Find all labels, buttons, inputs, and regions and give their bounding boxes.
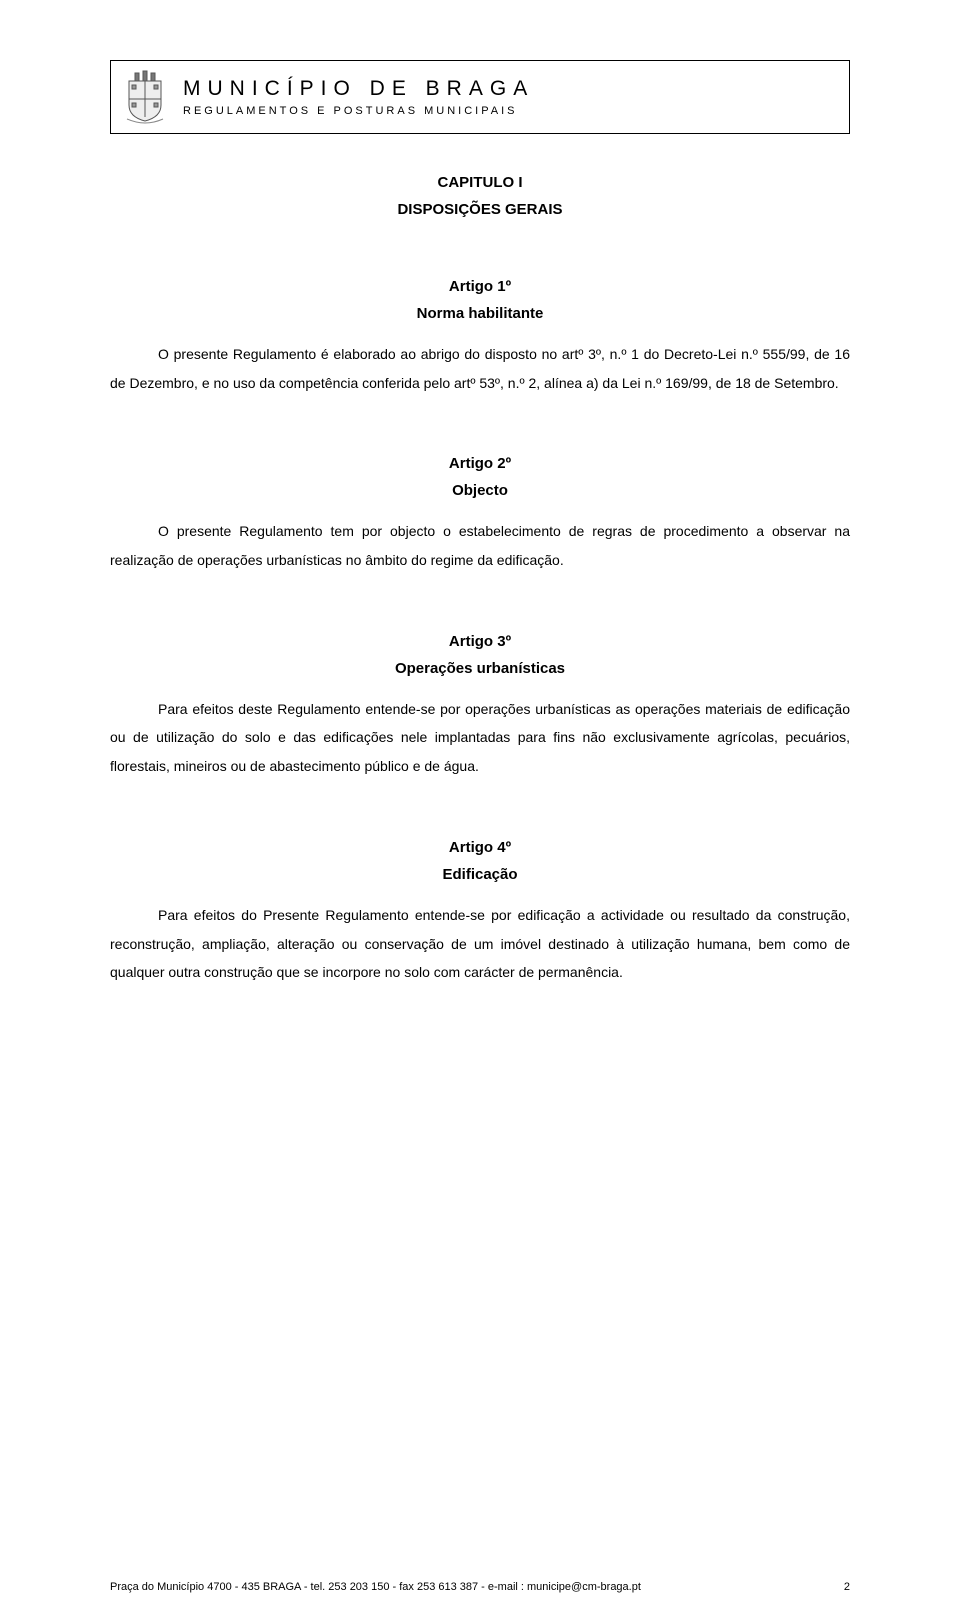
page-number: 2 xyxy=(844,1581,850,1593)
page-footer: Praça do Município 4700 - 435 BRAGA - te… xyxy=(110,1581,850,1593)
article-4-title: Edificação xyxy=(110,866,850,883)
header-subtitle: REGULAMENTOS E POSTURAS MUNICIPAIS xyxy=(183,105,839,117)
header-text-block: MUNICÍPIO DE BRAGA REGULAMENTOS E POSTUR… xyxy=(183,77,839,117)
article-4-body: Para efeitos do Presente Regulamento ent… xyxy=(110,901,850,987)
article-1-num: Artigo 1º xyxy=(110,278,850,295)
chapter-title: DISPOSIÇÕES GERAIS xyxy=(110,201,850,218)
footer-contact: Praça do Município 4700 - 435 BRAGA - te… xyxy=(110,1581,641,1593)
article-3-body: Para efeitos deste Regulamento entende-s… xyxy=(110,695,850,781)
article-2-title: Objecto xyxy=(110,482,850,499)
header-title: MUNICÍPIO DE BRAGA xyxy=(183,77,839,101)
article-2-body: O presente Regulamento tem por objecto o… xyxy=(110,517,850,574)
header-box: MUNICÍPIO DE BRAGA REGULAMENTOS E POSTUR… xyxy=(110,60,850,134)
chapter-label: CAPITULO I xyxy=(110,174,850,191)
page: MUNICÍPIO DE BRAGA REGULAMENTOS E POSTUR… xyxy=(0,0,960,1623)
article-1-title: Norma habilitante xyxy=(110,305,850,322)
article-1-body: O presente Regulamento é elaborado ao ab… xyxy=(110,340,850,397)
article-3-num: Artigo 3º xyxy=(110,633,850,650)
municipal-crest-icon xyxy=(121,69,169,125)
article-3-title: Operações urbanísticas xyxy=(110,660,850,677)
article-2-num: Artigo 2º xyxy=(110,455,850,472)
article-4-num: Artigo 4º xyxy=(110,839,850,856)
